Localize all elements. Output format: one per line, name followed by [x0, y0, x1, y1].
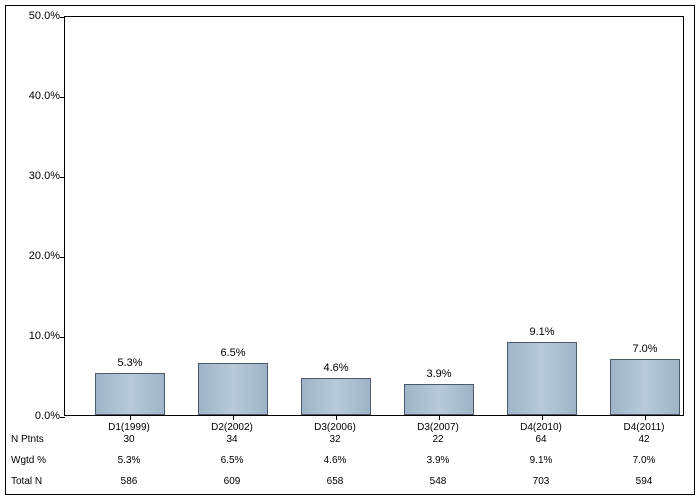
table-cell: 703 [533, 476, 550, 487]
y-tick [60, 417, 65, 418]
table-cell: 34 [226, 434, 237, 445]
table-cell: 3.9% [427, 455, 450, 466]
x-tick [439, 415, 440, 420]
bar-value-label: 9.1% [529, 326, 554, 338]
table-cell: 6.5% [221, 455, 244, 466]
bar-value-label: 6.5% [220, 347, 245, 359]
table-cell: 7.0% [633, 455, 656, 466]
bar [610, 359, 680, 415]
x-axis-label: D3(2007) [417, 422, 459, 433]
table-cell: 9.1% [530, 455, 553, 466]
y-tick [60, 17, 65, 18]
table-cell: 30 [123, 434, 134, 445]
y-axis-label: 50.0% [10, 10, 60, 22]
y-tick [60, 97, 65, 98]
bar-value-label: 7.0% [632, 343, 657, 355]
table-cell: 594 [636, 476, 653, 487]
table-cell: 548 [430, 476, 447, 487]
y-tick [60, 177, 65, 178]
table-cell: 609 [224, 476, 241, 487]
table-cell: 22 [432, 434, 443, 445]
table-cell: 32 [329, 434, 340, 445]
plot-area: 5.3% 6.5% 4.6% 3.9% 9.1% 7.0% [64, 16, 684, 416]
x-axis-label: D2(2002) [211, 422, 253, 433]
table-cell: 42 [638, 434, 649, 445]
y-tick [60, 257, 65, 258]
y-axis-label: 0.0% [10, 410, 60, 422]
bar [404, 384, 474, 415]
x-tick [233, 415, 234, 420]
table-cell: 5.3% [118, 455, 141, 466]
bar [198, 363, 268, 415]
y-axis-label: 10.0% [10, 330, 60, 342]
bar-value-label: 4.6% [323, 362, 348, 374]
table-cell: 4.6% [324, 455, 347, 466]
bar-value-label: 3.9% [426, 368, 451, 380]
x-axis-label: D4(2010) [520, 422, 562, 433]
table-row-label: Total N [11, 476, 42, 487]
y-tick [60, 337, 65, 338]
x-axis-label: D4(2011) [624, 422, 665, 433]
table-row-label: Wgtd % [11, 455, 46, 466]
bar [301, 378, 371, 415]
table-cell: 658 [327, 476, 344, 487]
bar [95, 373, 165, 415]
table-cell: 64 [535, 434, 546, 445]
x-tick [130, 415, 131, 420]
bar-value-label: 5.3% [117, 357, 142, 369]
y-axis-label: 40.0% [10, 90, 60, 102]
y-axis-label: 30.0% [10, 170, 60, 182]
x-tick [645, 415, 646, 420]
x-axis-label: D3(2006) [314, 422, 356, 433]
table-cell: 586 [121, 476, 138, 487]
y-axis-label: 20.0% [10, 250, 60, 262]
bar [507, 342, 577, 415]
x-tick [542, 415, 543, 420]
chart-container: 5.3% 6.5% 4.6% 3.9% 9.1% 7.0% 0.0% 10.0% 20.0% 3… [5, 5, 695, 495]
table-row-label: N Ptnts [11, 434, 44, 445]
x-axis-label: D1(1999) [108, 422, 150, 433]
x-tick [336, 415, 337, 420]
